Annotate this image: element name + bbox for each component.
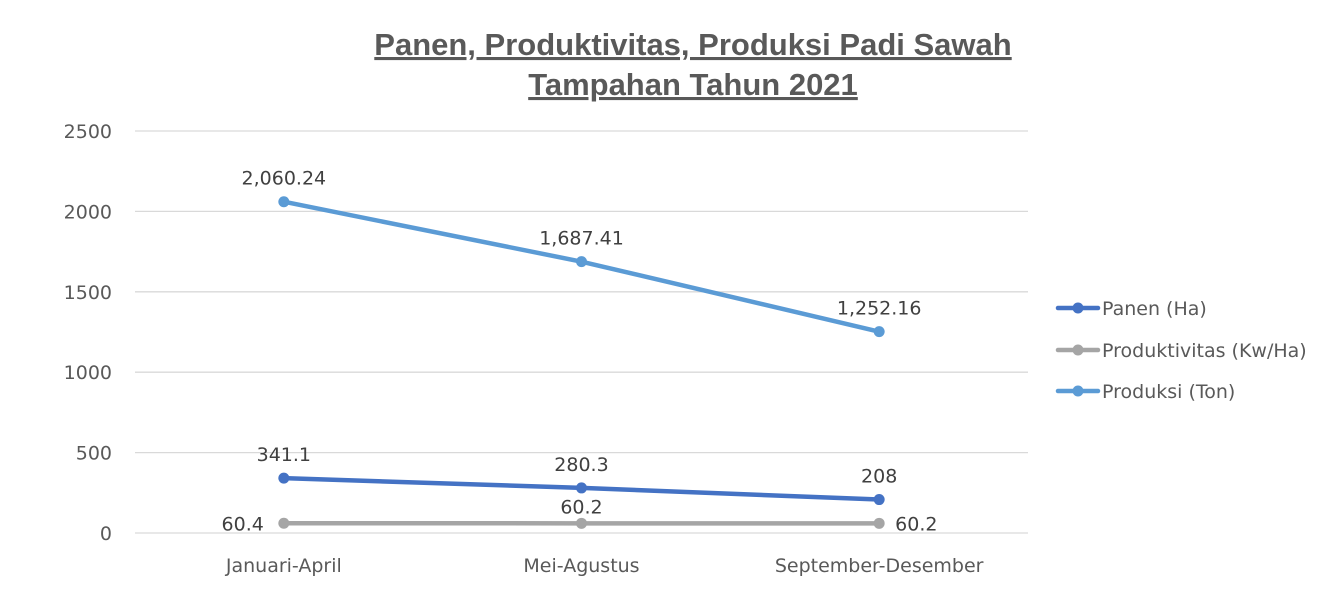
y-tick-label: 2000 [64,201,112,223]
legend-label: Produktivitas (Kw/Ha) [1102,340,1307,362]
legend-item: Panen (Ha) [1055,298,1207,320]
data-label: 208 [861,466,897,488]
data-point [278,196,290,208]
data-point [576,517,587,529]
y-tick-label: 1000 [64,362,112,384]
legend-label: Panen (Ha) [1102,298,1207,320]
chart-title: Panen, Produktivitas, Produksi Padi Sawa… [374,27,1011,102]
y-axis-ticks: 0 500 1000 1500 2000 2500 [64,121,112,545]
y-tick-label: 0 [100,523,112,545]
legend-swatch-marker [1072,385,1084,397]
data-label: 60.2 [560,496,602,518]
data-label: 1,252.16 [837,298,922,320]
legend-label: Produksi (Ton) [1102,381,1235,403]
chart-title-line-2: Tampahan Tahun 2021 [528,67,858,102]
y-tick-label: 2500 [64,121,112,143]
y-tick-label: 1500 [64,282,112,304]
data-label: 280.3 [554,454,608,476]
data-label: 60.2 [895,513,937,535]
data-label: 60.4 [222,513,264,535]
data-point [873,517,885,529]
legend-swatch-marker [1072,302,1084,314]
data-point [278,472,290,484]
data-point [576,482,587,494]
x-tick-label: Januari-April [225,555,342,577]
y-tick-label: 500 [76,443,112,465]
legend: Panen (Ha) Produktivitas (Kw/Ha) Produksi … [1055,298,1307,403]
data-labels: 341.1 280.3 208 60.4 60.2 60.2 2,060.24 1,687.4… [222,168,938,536]
x-tick-label: Mei-Agustus [523,555,639,577]
x-tick-label: September-Desember [775,555,984,577]
legend-item: Produktivitas (Kw/Ha) [1055,340,1307,362]
gridlines [135,130,1028,534]
data-point [576,256,587,268]
data-label: 341.1 [257,444,311,466]
series-lines [278,196,885,529]
legend-item: Produksi (Ton) [1055,381,1235,403]
data-point [873,494,885,506]
data-label: 1,687.41 [539,228,624,250]
data-point [278,517,290,529]
x-axis-ticks: Januari-April Mei-Agustus September-Desemb… [225,555,984,577]
chart-title-line-1: Panen, Produktivitas, Produksi Padi Sawa… [374,27,1011,62]
legend-swatch-marker [1072,344,1084,356]
data-label: 2,060.24 [242,168,327,190]
data-point [873,326,885,338]
